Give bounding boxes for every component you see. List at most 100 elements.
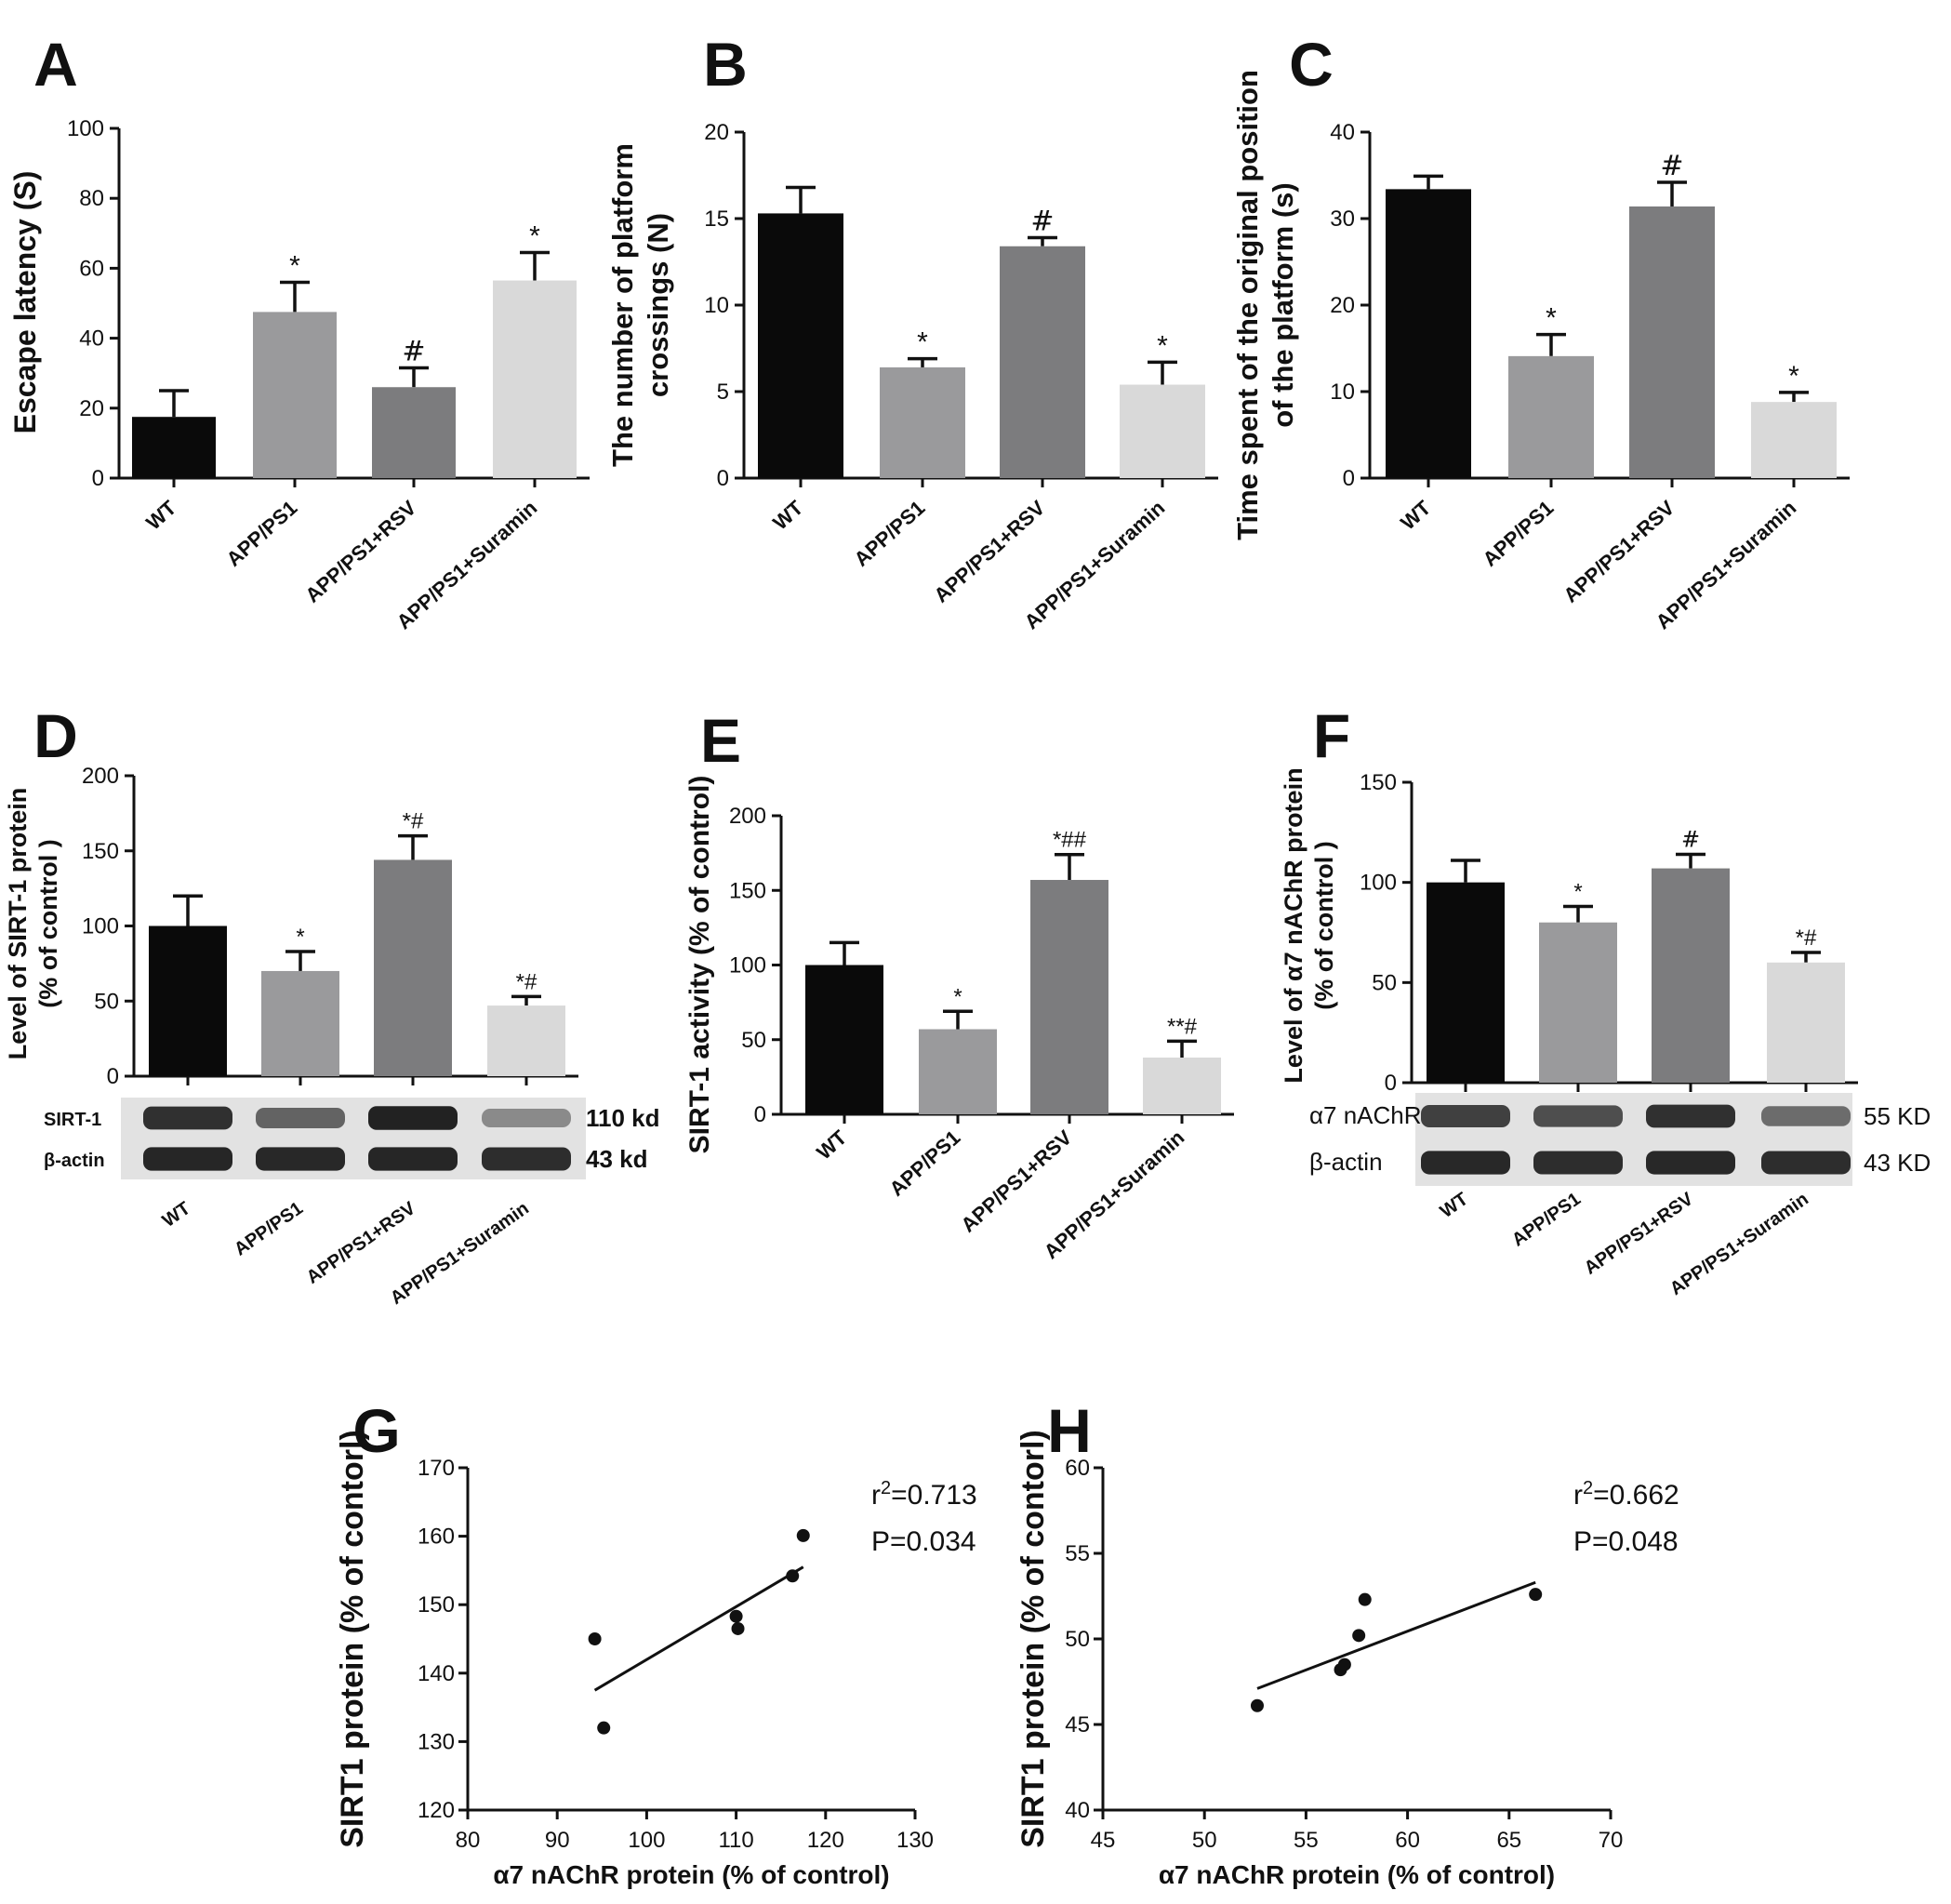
x-tick-label: APP/PS1 (850, 496, 930, 571)
y-tick-label: 0 (1343, 466, 1355, 491)
y-tick-label: 150 (418, 1592, 455, 1618)
blot-band (368, 1106, 458, 1130)
x-tick-label: APP/PS1+RSV (1581, 1189, 1698, 1279)
bar-app-ps1-suramin (1767, 962, 1845, 1083)
panel-letter-g: G (352, 1396, 400, 1465)
blot-band (256, 1108, 345, 1128)
x-tick-label: WT (1396, 496, 1436, 535)
blot-row-label: α7 nAChR (1309, 1101, 1422, 1129)
blot-row-label: β-actin (44, 1151, 105, 1171)
bar-wt (758, 213, 843, 479)
y-tick-label: 0 (107, 1064, 119, 1089)
blot-band (482, 1147, 571, 1171)
bar-app-ps1 (919, 1029, 997, 1114)
x-tick-label: APP/PS1 (231, 1198, 307, 1259)
x-tick-label: APP/PS1+RSV (303, 1198, 420, 1288)
significance-mark: * (529, 220, 540, 251)
y-tick-label: 10 (704, 293, 729, 318)
x-tick-label: 65 (1496, 1828, 1521, 1853)
bar-app-ps1 (261, 970, 339, 1076)
r-squared-exponent: 2 (881, 1478, 891, 1498)
r-squared-prefix: r (871, 1480, 881, 1511)
y-axis-label-line: Level of SIRT-1 protein (4, 788, 32, 1060)
blot-band (482, 1109, 571, 1127)
y-tick-label: 55 (1065, 1541, 1090, 1566)
y-axis-label: SIRT-1 activity (% of control) (684, 776, 715, 1154)
y-tick-label: 40 (1330, 120, 1355, 145)
significance-mark: * (296, 925, 304, 950)
y-tick-label: 60 (79, 256, 104, 281)
blot-band (1761, 1151, 1851, 1175)
x-tick-label: WT (812, 1125, 852, 1165)
data-point (731, 1621, 745, 1635)
y-tick-label: 170 (418, 1456, 455, 1481)
blot-band (1761, 1106, 1851, 1126)
x-tick-label: APP/PS1+RSV (929, 496, 1049, 607)
bar-app-ps1-rsv (372, 387, 456, 478)
panel-c: 0 10 20 30 40 Time spent of the original posi… (1231, 70, 1850, 633)
blot-band-size: 55 KD (1864, 1102, 1931, 1130)
data-point (786, 1569, 800, 1583)
significance-mark: **# (1167, 1014, 1198, 1039)
y-tick-label: 150 (1360, 770, 1397, 795)
bar-wt (805, 965, 883, 1114)
y-tick-label: 150 (729, 878, 766, 903)
blot-band (143, 1106, 232, 1130)
y-tick-label: 0 (717, 466, 729, 491)
y-axis-label-line: (% of control ) (34, 839, 62, 1007)
y-tick-label: 30 (1330, 206, 1355, 232)
significance-mark: # (1681, 827, 1700, 853)
x-tick-label: 110 (718, 1828, 753, 1853)
panel-letter-h: H (1047, 1396, 1092, 1465)
y-tick-label: 0 (754, 1102, 766, 1127)
y-tick-label: 150 (82, 839, 119, 864)
x-tick-label: 70 (1599, 1828, 1624, 1853)
x-tick-label: WT (159, 1198, 194, 1232)
y-tick-label: 0 (92, 466, 104, 491)
regression-line (1256, 1580, 1536, 1690)
y-axis-label-line: (% of control ) (1310, 841, 1338, 1009)
y-tick-label: 100 (82, 914, 119, 939)
significance-mark: # (1660, 150, 1683, 182)
y-tick-label: 140 (418, 1661, 455, 1686)
significance-mark: *# (403, 809, 424, 834)
blot-band-size: 110 kd (586, 1104, 660, 1132)
bar-app-ps1-suramin (1143, 1058, 1221, 1114)
blot-band (1533, 1151, 1623, 1175)
data-point (1250, 1698, 1264, 1712)
panel-letter-f: F (1313, 701, 1350, 770)
y-tick-label: 50 (1065, 1627, 1090, 1652)
r-squared-label: r2=0.662 (1573, 1478, 1679, 1511)
regression-line (593, 1565, 804, 1692)
data-point (796, 1528, 810, 1542)
blot-row-label: β-actin (1309, 1148, 1383, 1176)
panel-letter-e: E (700, 706, 741, 775)
data-point (1352, 1629, 1366, 1643)
bar-app-ps1-suramin (1120, 384, 1205, 478)
bar-app-ps1-suramin (493, 280, 577, 478)
y-tick-label: 20 (1330, 293, 1355, 318)
y-axis-label-line: Level of α7 nAChR protein (1280, 767, 1307, 1083)
y-tick-label: 200 (729, 804, 766, 829)
panel-letter-c: C (1289, 30, 1334, 99)
y-tick-label: 20 (704, 120, 729, 145)
blot-band-size: 43 kd (586, 1145, 648, 1173)
x-tick-label: 45 (1091, 1828, 1116, 1853)
bar-app-ps1-rsv (1629, 206, 1715, 479)
x-axis-label: α7 nAChR protein (% of control) (1159, 1860, 1555, 1889)
panel-d: 0 50 100 150 200 Level of SIRT-1 protein (% of… (4, 764, 660, 1309)
r-squared-value: =0.713 (891, 1480, 977, 1511)
p-value-label: P=0.048 (1573, 1526, 1679, 1557)
panel-f: 0 50 100 150 Level of α7 nAChR protein (% of … (1280, 767, 1931, 1299)
x-tick-label: 60 (1395, 1828, 1420, 1853)
y-axis-label: SIRT1 protein (% of contorl) (335, 1430, 370, 1848)
y-axis-label: SIRT1 protein (% of contorl) (1015, 1430, 1051, 1848)
y-tick-label: 45 (1065, 1712, 1090, 1738)
r-squared-exponent: 2 (1583, 1478, 1593, 1498)
y-tick-label: 10 (1330, 379, 1355, 405)
y-tick-label: 130 (418, 1729, 455, 1754)
panel-g: 120 130 140 150 160 170 80 90 100 110 120 130 r2=0.7… (335, 1430, 977, 1889)
x-tick-label: APP/PS1 (1479, 496, 1559, 571)
